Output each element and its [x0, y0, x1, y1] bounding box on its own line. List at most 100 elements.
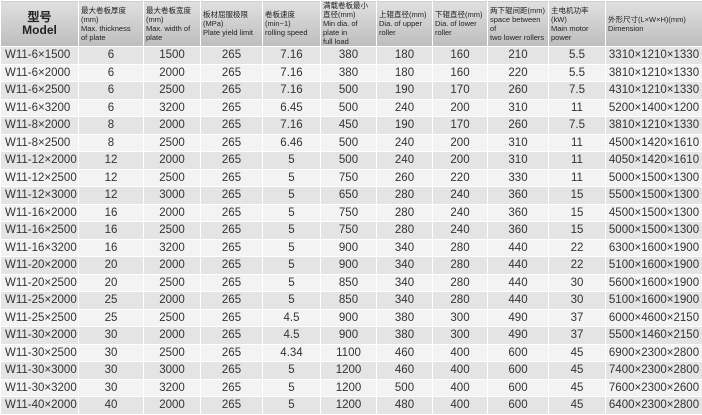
value-cell: 265 [201, 117, 263, 135]
header-line: Model [3, 24, 76, 37]
model-cell: W11-8×2000 [1, 117, 79, 135]
header-line: roller [379, 28, 430, 37]
header-line: rolling speed [265, 28, 318, 37]
value-cell: 460 [377, 344, 433, 362]
value-cell: 280 [433, 274, 488, 292]
value-cell: 265 [201, 292, 263, 310]
value-cell: 12 [79, 187, 144, 205]
header-line: 型号 [3, 11, 76, 24]
value-cell: 12 [79, 169, 144, 187]
value-cell: 4.34 [263, 344, 321, 362]
value-cell: 265 [201, 99, 263, 117]
value-cell: 3310×1210×1330 [606, 47, 702, 65]
value-cell: 220 [488, 64, 549, 82]
value-cell: 3000 [144, 362, 201, 380]
value-cell: 750 [321, 222, 377, 240]
value-cell: 25 [79, 292, 144, 310]
header-line: roller [435, 28, 485, 37]
model-cell: W11-16×3200 [1, 239, 79, 257]
value-cell: 6900×2300×2800 [606, 344, 702, 362]
value-cell: 16 [79, 239, 144, 257]
value-cell: 280 [433, 292, 488, 310]
value-cell: 500 [321, 152, 377, 170]
value-cell: 5100×1600×1900 [606, 257, 702, 275]
value-cell: 5 [263, 239, 321, 257]
value-cell: 280 [377, 222, 433, 240]
value-cell: 750 [321, 169, 377, 187]
value-cell: 340 [377, 274, 433, 292]
value-cell: 360 [488, 204, 549, 222]
header-line: Min dia. of plate in [323, 19, 374, 37]
value-cell: 2500 [144, 309, 201, 327]
value-cell: 45 [549, 379, 606, 397]
value-cell: 5 [263, 257, 321, 275]
value-cell: 22 [549, 257, 606, 275]
value-cell: 2000 [144, 204, 201, 222]
value-cell: 6000×4600×2150 [606, 309, 702, 327]
value-cell: 2500 [144, 134, 201, 152]
value-cell: 5 [263, 397, 321, 415]
value-cell: 265 [201, 327, 263, 345]
value-cell: 265 [201, 134, 263, 152]
header-line: Dimension [608, 24, 700, 33]
value-cell: 7.16 [263, 82, 321, 100]
value-cell: 380 [321, 47, 377, 65]
value-cell: 20 [79, 257, 144, 275]
value-cell: 190 [377, 117, 433, 135]
value-cell: 5200×1400×1200 [606, 99, 702, 117]
value-cell: 4310×1210×1330 [606, 82, 702, 100]
value-cell: 850 [321, 274, 377, 292]
value-cell: 380 [321, 64, 377, 82]
value-cell: 5.5 [549, 64, 606, 82]
value-cell: 850 [321, 292, 377, 310]
value-cell: 37 [549, 309, 606, 327]
value-cell: 5 [263, 222, 321, 240]
value-cell: 5.5 [549, 47, 606, 65]
value-cell: 45 [549, 344, 606, 362]
value-cell: 3200 [144, 379, 201, 397]
value-cell: 440 [488, 274, 549, 292]
value-cell: 15 [549, 204, 606, 222]
value-cell: 240 [433, 187, 488, 205]
value-cell: 8 [79, 117, 144, 135]
value-cell: 11 [549, 169, 606, 187]
value-cell: 200 [433, 99, 488, 117]
value-cell: 340 [377, 292, 433, 310]
header-line: two lower rollers [490, 33, 546, 42]
model-cell: W11-12×2000 [1, 152, 79, 170]
header-line: Plate yield limit [203, 28, 260, 37]
value-cell: 900 [321, 239, 377, 257]
value-cell: 2500 [144, 222, 201, 240]
model-cell: W11-16×2500 [1, 222, 79, 240]
value-cell: 5 [263, 362, 321, 380]
value-cell: 340 [377, 239, 433, 257]
value-cell: 265 [201, 187, 263, 205]
value-cell: 7.16 [263, 47, 321, 65]
column-header: 卷板速度(min−1)rolling speed [263, 1, 321, 47]
value-cell: 7.16 [263, 64, 321, 82]
value-cell: 5000×1500×1300 [606, 222, 702, 240]
value-cell: 4500×1500×1300 [606, 204, 702, 222]
value-cell: 900 [321, 257, 377, 275]
value-cell: 600 [488, 344, 549, 362]
header-line: (min−1) [265, 19, 318, 28]
value-cell: 30 [79, 379, 144, 397]
value-cell: 600 [488, 362, 549, 380]
value-cell: 4500×1420×1610 [606, 134, 702, 152]
